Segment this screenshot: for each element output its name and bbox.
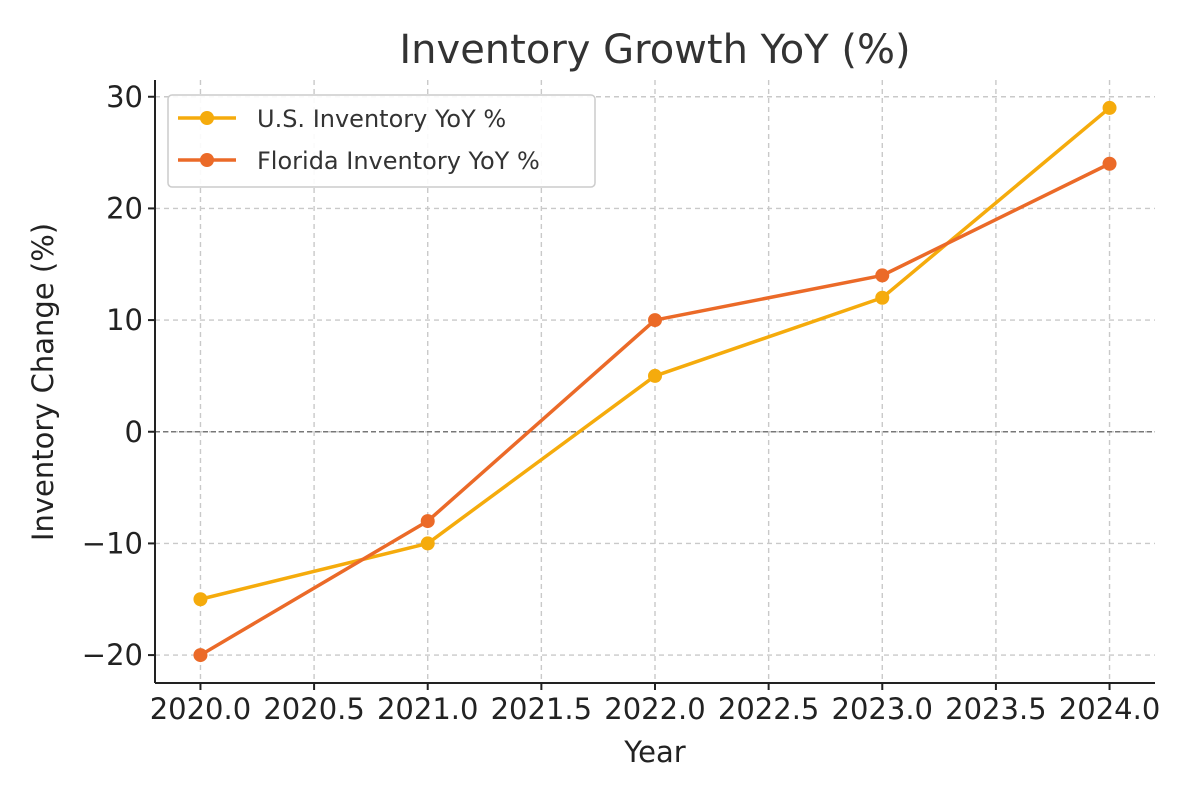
data-point-us	[648, 368, 662, 383]
legend-entry-us: U.S. Inventory YoY %	[178, 105, 506, 133]
x-tick-label: 2020.0	[150, 692, 251, 726]
data-point-us	[420, 536, 435, 551]
data-point-florida	[193, 648, 208, 663]
x-tick-label: 2024.0	[1059, 692, 1160, 726]
data-point-florida	[1102, 156, 1117, 171]
y-axis-label: Inventory Change (%)	[26, 223, 60, 541]
x-tick-label: 2023.5	[945, 692, 1046, 726]
data-point-florida	[420, 514, 435, 529]
y-tick-label: 10	[106, 303, 143, 337]
y-tick-label: −20	[82, 638, 143, 672]
y-ticks: −20 −10 0 10 20 30	[82, 80, 155, 672]
chart-title: Inventory Growth YoY (%)	[399, 27, 910, 73]
legend-label-florida: Florida Inventory YoY %	[257, 147, 540, 175]
y-tick-label: 30	[106, 80, 143, 114]
series-us	[193, 100, 1117, 607]
legend-swatch-us-marker	[200, 111, 214, 125]
x-tick-label: 2022.0	[604, 692, 705, 726]
data-point-us	[193, 592, 208, 607]
legend-entry-florida: Florida Inventory YoY %	[178, 147, 540, 175]
data-point-florida	[648, 313, 662, 328]
y-tick-label: −10	[82, 526, 143, 560]
y-tick-label: 20	[106, 191, 143, 225]
data-point-us	[1102, 100, 1117, 115]
data-series	[193, 100, 1117, 663]
x-tick-label: 2023.0	[832, 692, 933, 726]
legend-box	[167, 94, 596, 188]
x-ticks: 2020.0 2020.5 2021.0 2021.5 2022.0 2022.5 2023…	[150, 683, 1160, 726]
legend-label-us: U.S. Inventory YoY %	[257, 105, 506, 133]
x-tick-label: 2022.5	[718, 692, 819, 726]
legend: U.S. Inventory YoY % Florida Inventory Y…	[167, 94, 596, 188]
y-tick-label: 0	[125, 415, 143, 449]
data-point-florida	[875, 268, 890, 283]
x-tick-label: 2021.5	[491, 692, 592, 726]
x-tick-label: 2021.0	[377, 692, 478, 726]
data-point-us	[875, 290, 890, 305]
x-axis-label: Year	[623, 735, 685, 769]
series-florida	[193, 156, 1117, 663]
legend-swatch-florida-marker	[200, 153, 214, 167]
x-tick-label: 2020.5	[263, 692, 364, 726]
